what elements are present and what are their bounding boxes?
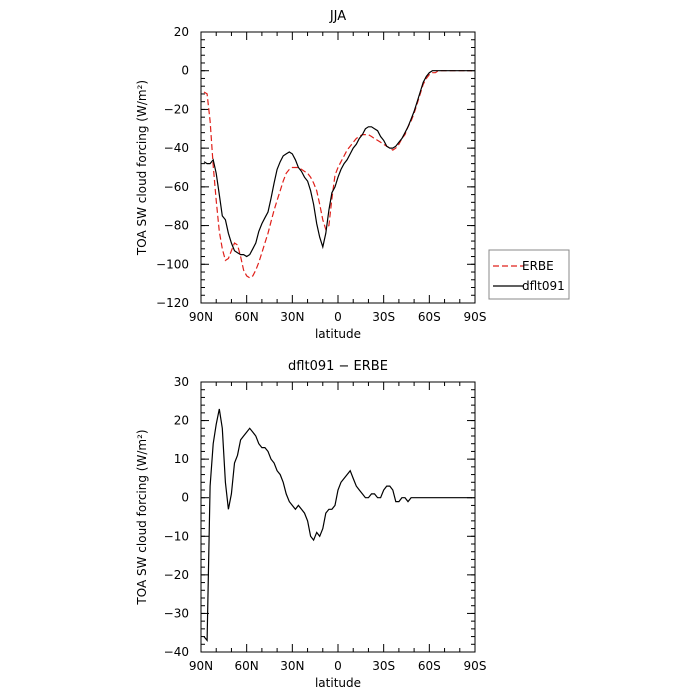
x-tick-label: 60N bbox=[235, 659, 259, 673]
y-tick-label: 20 bbox=[174, 25, 189, 39]
y-tick-label: −30 bbox=[164, 606, 189, 620]
chart-title: dflt091 − ERBE bbox=[288, 359, 388, 374]
legend-label-0: ERBE bbox=[522, 259, 554, 273]
y-axis-label: TOA SW cloud forcing (W/m²) bbox=[135, 429, 149, 605]
y-tick-label: −20 bbox=[164, 102, 189, 116]
x-tick-label: 30S bbox=[372, 310, 395, 324]
y-tick-label: −60 bbox=[164, 180, 189, 194]
x-tick-label: 30S bbox=[372, 659, 395, 673]
x-tick-label: 30N bbox=[280, 310, 304, 324]
series-line-1 bbox=[203, 70, 472, 258]
y-axis-label: TOA SW cloud forcing (W/m²) bbox=[135, 80, 149, 256]
y-tick-label: 20 bbox=[174, 414, 189, 428]
x-tick-label: 90S bbox=[464, 659, 487, 673]
x-tick-label: 90N bbox=[189, 659, 213, 673]
legend: ERBE dflt091 bbox=[488, 249, 570, 300]
legend-label-1: dflt091 bbox=[522, 279, 565, 293]
x-tick-label: 60N bbox=[235, 310, 259, 324]
y-tick-label: −20 bbox=[164, 568, 189, 582]
series-line-0 bbox=[203, 70, 472, 279]
x-tick-label: 90S bbox=[464, 310, 487, 324]
y-tick-label: 0 bbox=[181, 64, 189, 78]
y-tick-label: −100 bbox=[156, 257, 189, 271]
chart-title: JJA bbox=[329, 9, 346, 24]
series-line-0 bbox=[203, 408, 472, 643]
y-tick-label: 0 bbox=[181, 491, 189, 505]
x-tick-label: 0 bbox=[334, 310, 342, 324]
chart-panel-0: JJA 90N 60N 30N 0 30S 60S 90S 20 0 −20 −40 −60 −80 −10… bbox=[135, 9, 570, 341]
x-tick-label: 30N bbox=[280, 659, 304, 673]
x-tick-label: 0 bbox=[334, 659, 342, 673]
y-tick-label: 30 bbox=[174, 375, 189, 389]
legend-box bbox=[488, 249, 570, 300]
y-tick-label: −40 bbox=[164, 141, 189, 155]
y-tick-label: −80 bbox=[164, 219, 189, 233]
x-tick-label: 60S bbox=[418, 310, 441, 324]
chart-panel-1: dflt091 − ERBE 90N 60N 30N 0 30S 60S 90S 30 20 10 0… bbox=[135, 359, 486, 690]
y-tick-label: −10 bbox=[164, 529, 189, 543]
y-tick-label: −120 bbox=[156, 296, 189, 310]
y-tick-label: −40 bbox=[164, 645, 189, 659]
x-tick-label: 60S bbox=[418, 659, 441, 673]
y-tick-label: 10 bbox=[174, 452, 189, 466]
x-axis-label: latitude bbox=[315, 327, 361, 341]
x-axis-label: latitude bbox=[315, 676, 361, 690]
plot-frame bbox=[200, 381, 476, 653]
x-tick-label: 90N bbox=[189, 310, 213, 324]
